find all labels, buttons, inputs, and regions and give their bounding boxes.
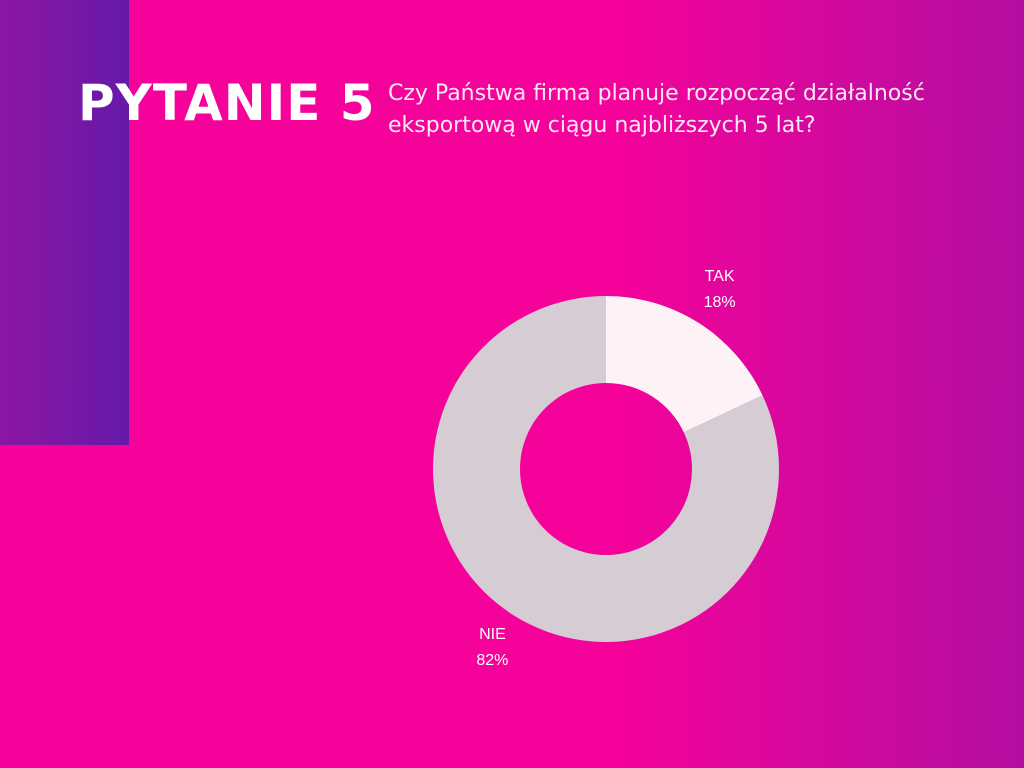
donut-slice	[606, 296, 763, 433]
slice-label: NIE	[479, 626, 506, 643]
slice-value-label: 82%	[476, 652, 508, 669]
question-text: Czy Państwa firma planuje rozpocząć dzia…	[388, 81, 925, 138]
slice-value-label: 18%	[704, 294, 736, 311]
slide-title: PYTANIE 5	[78, 74, 376, 132]
slice-label: TAK	[705, 268, 735, 285]
donut-slice	[432, 296, 779, 642]
accent-bar	[0, 0, 129, 445]
